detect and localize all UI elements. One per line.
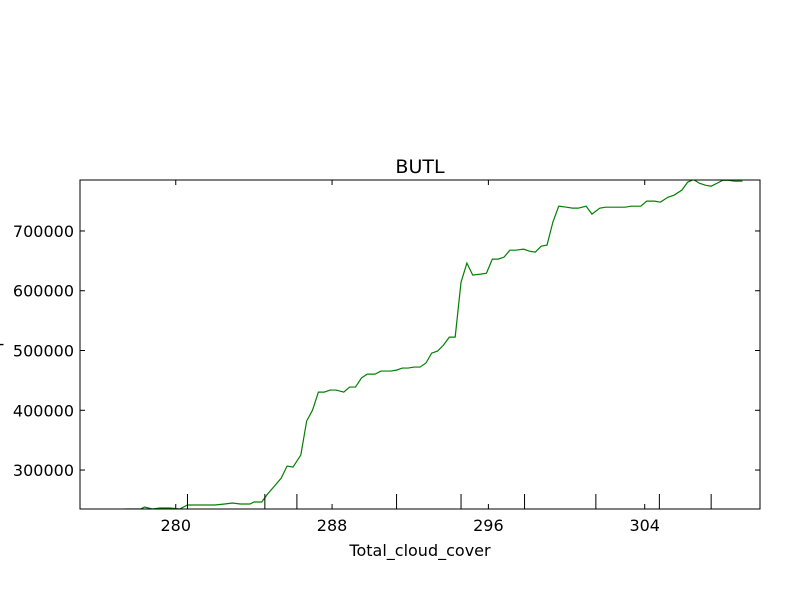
x-tick-label: 296 bbox=[473, 516, 504, 535]
x-axis-label: Total_cloud_cover bbox=[348, 541, 491, 561]
x-tick-label: 304 bbox=[629, 516, 660, 535]
y-tick-label: 600000 bbox=[13, 282, 74, 301]
y-tick-label: 400000 bbox=[13, 401, 74, 420]
y-tick-label: 300000 bbox=[13, 461, 74, 480]
x-tick-label: 280 bbox=[160, 516, 191, 535]
y-tick-label: 700000 bbox=[13, 222, 74, 241]
axes-frame bbox=[79, 179, 761, 510]
y-axis-label: Partial dependence bbox=[0, 268, 4, 422]
y-tick-label: 500000 bbox=[13, 342, 74, 361]
plot-area bbox=[124, 180, 743, 509]
chart-title: BUTL bbox=[395, 156, 445, 178]
x-tick-label: 288 bbox=[317, 516, 348, 535]
line-series bbox=[124, 180, 743, 509]
